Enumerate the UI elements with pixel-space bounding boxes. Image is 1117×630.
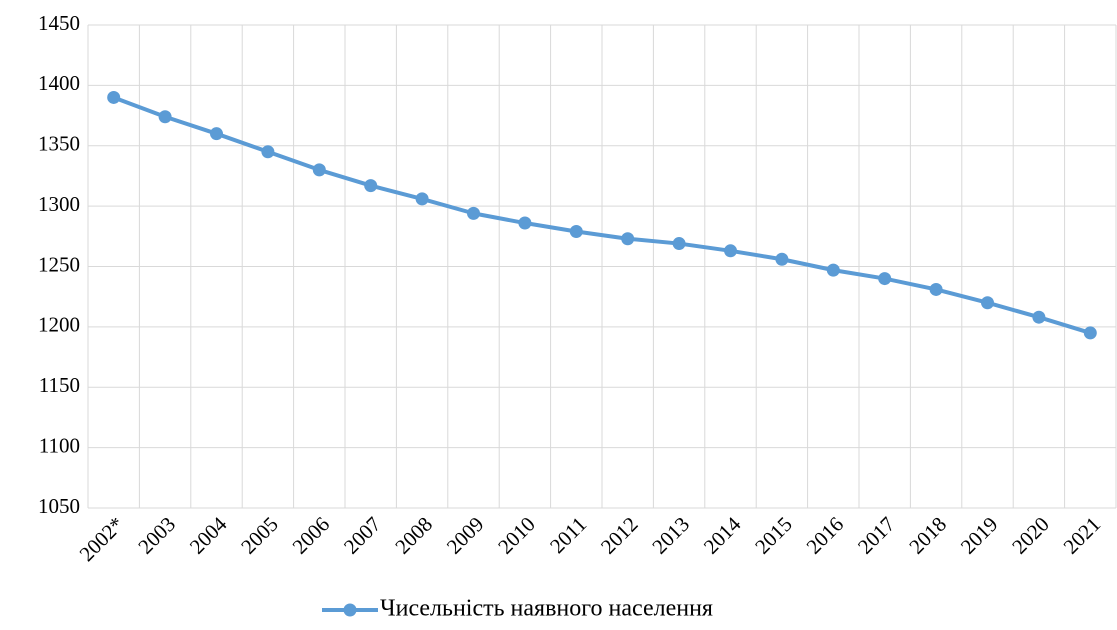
x-tick-label: 2017 — [853, 512, 900, 559]
marker — [621, 232, 635, 246]
y-tick-label: 1400 — [38, 71, 80, 95]
marker — [775, 252, 789, 266]
marker — [672, 237, 686, 251]
y-tick-label: 1250 — [38, 252, 80, 276]
x-tick-label: 2004 — [185, 512, 232, 559]
legend-label: Чисельність наявного населення — [380, 596, 713, 622]
y-tick-label: 1200 — [38, 313, 80, 337]
y-tick-label: 1300 — [38, 192, 80, 216]
marker — [261, 145, 275, 159]
marker — [467, 206, 480, 220]
x-tick-label: 2010 — [493, 512, 540, 559]
x-tick-label: 2016 — [802, 512, 849, 559]
marker — [981, 296, 994, 310]
x-tick-label: 2013 — [647, 512, 694, 559]
marker — [210, 127, 223, 141]
marker — [107, 90, 121, 104]
x-tick-label: 2008 — [390, 512, 437, 559]
marker — [1083, 326, 1097, 340]
legend-marker — [343, 603, 357, 617]
x-tick-label: 2007 — [339, 512, 386, 559]
y-tick-label: 1050 — [38, 494, 80, 518]
y-tick-label: 1450 — [38, 11, 80, 35]
marker — [1032, 310, 1046, 324]
x-tick-label: 2011 — [545, 512, 591, 558]
y-tick-label: 1350 — [38, 132, 80, 156]
marker — [826, 263, 840, 277]
x-tick-label: 2020 — [1007, 512, 1054, 559]
marker — [724, 244, 737, 258]
x-tick-label: 2014 — [699, 512, 746, 559]
x-tick-label: 2003 — [133, 512, 180, 559]
x-tick-label: 2021 — [1059, 512, 1106, 559]
x-tick-label: 2005 — [236, 512, 283, 559]
x-tick-label: 2019 — [956, 512, 1003, 559]
x-tick-label: 2018 — [904, 512, 951, 559]
x-tick-label: 2009 — [442, 512, 489, 559]
marker — [929, 282, 943, 296]
x-tick-label: 2006 — [288, 512, 335, 559]
line — [112, 95, 1091, 335]
x-tick-label: 2012 — [596, 512, 643, 559]
marker — [158, 110, 172, 124]
x-tick-label: 2002* — [75, 512, 129, 566]
marker — [878, 272, 892, 286]
marker — [415, 192, 429, 206]
y-tick-label: 1150 — [39, 373, 80, 397]
marker — [518, 216, 532, 230]
marker — [569, 224, 583, 238]
y-tick-label: 1100 — [39, 433, 80, 457]
marker — [312, 163, 326, 177]
marker — [364, 179, 378, 193]
x-tick-label: 2015 — [750, 512, 797, 559]
